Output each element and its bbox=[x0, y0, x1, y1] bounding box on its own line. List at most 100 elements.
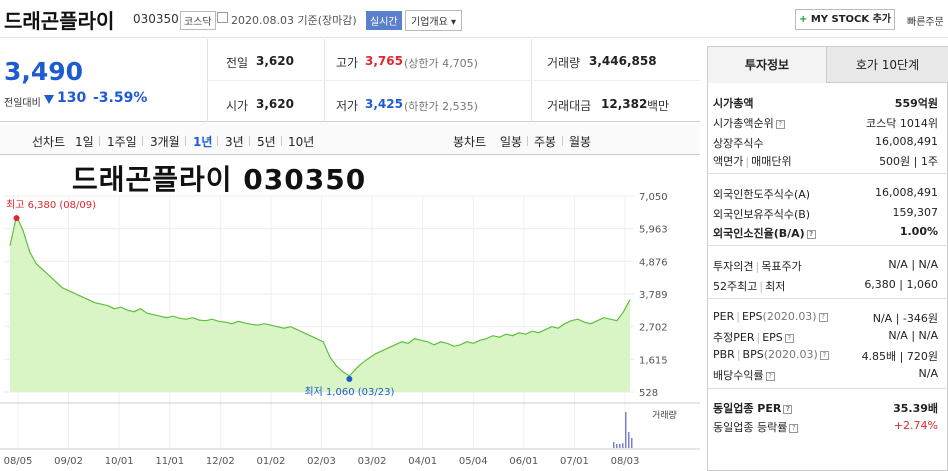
tab-daily-candle[interactable]: 일봉 bbox=[500, 135, 523, 149]
price-area bbox=[10, 216, 630, 392]
tab-10year[interactable]: 10년 bbox=[288, 135, 315, 149]
tab-5year[interactable]: 5년 bbox=[257, 135, 276, 149]
volume-bar bbox=[613, 442, 615, 448]
divider bbox=[708, 388, 948, 389]
bps-label: BPS bbox=[742, 348, 764, 361]
dividend-label: 배당수익률 bbox=[713, 369, 764, 382]
per-eps-value: N/A | -346원 bbox=[872, 312, 938, 325]
low-marker bbox=[346, 376, 353, 383]
help-icon[interactable]: ? bbox=[819, 350, 829, 360]
help-icon[interactable]: ? bbox=[775, 119, 785, 129]
help-icon[interactable]: ? bbox=[765, 371, 775, 381]
help-icon[interactable]: ? bbox=[783, 404, 793, 414]
low-label: 저가 bbox=[336, 99, 359, 113]
w52-low-label: 최저 bbox=[765, 280, 786, 293]
foreign-ratio-label: 외국인소진율(B/A) bbox=[713, 227, 805, 240]
y-tick-label: 3,789 bbox=[639, 290, 668, 301]
help-icon[interactable]: ? bbox=[789, 423, 799, 433]
x-tick-label: 12/02 bbox=[206, 456, 235, 467]
high-annotation: 최고 6,380 (08/09) bbox=[6, 199, 96, 211]
help-icon[interactable]: ? bbox=[784, 333, 794, 343]
sector-per-value: 35.39배 bbox=[893, 402, 938, 415]
change-label: 전일대비 bbox=[4, 98, 41, 109]
divider bbox=[281, 136, 282, 146]
x-tick-label: 08/05 bbox=[4, 456, 33, 467]
tab-3month[interactable]: 3개월 bbox=[150, 135, 180, 149]
y-tick-label: 1,615 bbox=[639, 355, 668, 366]
help-icon[interactable]: ? bbox=[818, 312, 828, 322]
period-tab-bar bbox=[0, 123, 700, 155]
y-tick-label: 4,876 bbox=[639, 257, 668, 268]
high-value: 3,765 bbox=[365, 54, 403, 68]
stock-header bbox=[0, 0, 948, 38]
base-date: 2020.08.03 기준(장마감) bbox=[231, 14, 357, 27]
dividend-value: N/A bbox=[918, 367, 938, 380]
add-mystock-button[interactable]: + MY STOCK 추가 bbox=[795, 9, 895, 30]
eps-label: EPS bbox=[741, 310, 763, 323]
divider bbox=[562, 136, 563, 146]
x-tick-label: 09/02 bbox=[54, 456, 83, 467]
realtime-button[interactable]: 실시간 bbox=[366, 11, 402, 30]
high-marker bbox=[13, 215, 20, 222]
est-per-label: 추정PER bbox=[713, 331, 755, 344]
eps-year: (2020.03) bbox=[762, 310, 817, 323]
open-label: 시가 bbox=[226, 99, 249, 113]
down-arrow-icon bbox=[44, 95, 54, 104]
tab-3year[interactable]: 3년 bbox=[225, 135, 244, 149]
w52-high-label: 52주최고 bbox=[713, 280, 758, 293]
par-unit-value: 500원 | 1주 bbox=[879, 155, 938, 168]
stock-code: 030350 bbox=[133, 12, 179, 26]
volume-bar bbox=[631, 438, 633, 448]
tab-monthly-candle[interactable]: 월봉 bbox=[569, 135, 592, 149]
upper-limit: (상한가 4,705) bbox=[404, 57, 478, 70]
tab-invest-info[interactable]: 투자정보 bbox=[708, 47, 827, 83]
mcap-value: 559억원 bbox=[894, 97, 938, 110]
y-tick-label: 7,050 bbox=[639, 192, 668, 203]
quick-order-link[interactable]: 빠른주문 bbox=[907, 17, 944, 28]
x-tick-label: 07/01 bbox=[560, 456, 589, 467]
y-tick-label: 2,702 bbox=[639, 323, 668, 334]
y-tick-label: 528 bbox=[639, 388, 658, 399]
unit-label: 매매단위 bbox=[751, 155, 792, 168]
volume-value: 3,446,858 bbox=[589, 54, 657, 68]
amount-unit: 백만 bbox=[647, 99, 670, 113]
price-line bbox=[9, 214, 631, 377]
lower-limit: (하한가 2,535) bbox=[404, 100, 478, 113]
sector-rate-value: +2.74% bbox=[893, 419, 938, 432]
tab-weekly-candle[interactable]: 주봉 bbox=[534, 135, 557, 149]
divider bbox=[708, 245, 948, 246]
per-label: PER bbox=[713, 310, 735, 323]
divider bbox=[99, 136, 100, 146]
volume-label: 거래량 bbox=[547, 56, 581, 70]
divider bbox=[708, 298, 948, 299]
x-tick-label: 06/01 bbox=[509, 456, 538, 467]
y-axis: 7,050 5,963 4,876 3,789 2,702 1,615 528 bbox=[639, 192, 668, 399]
x-axis: 08/05 09/02 10/01 11/01 12/02 01/02 02/03 03/02… bbox=[0, 402, 700, 467]
shares-label: 상장주식수 bbox=[713, 137, 764, 150]
foreign-limit-label: 외국인한도주식수(A) bbox=[713, 188, 811, 201]
tab-1year[interactable]: 1년 bbox=[193, 135, 213, 149]
volume-bar bbox=[622, 443, 624, 448]
volume-bar bbox=[628, 432, 630, 448]
volume-bar bbox=[619, 444, 621, 448]
x-tick-label: 03/02 bbox=[358, 456, 387, 467]
high-label: 고가 bbox=[336, 56, 359, 70]
amount-label: 거래대금 bbox=[547, 99, 592, 113]
tab-1day[interactable]: 1일 bbox=[75, 135, 94, 149]
tab-1week[interactable]: 1주일 bbox=[107, 135, 137, 149]
x-tick-label: 02/03 bbox=[307, 456, 336, 467]
market-badge: 코스닥 bbox=[180, 11, 216, 30]
pbr-label: PBR bbox=[713, 348, 735, 361]
divider bbox=[142, 136, 143, 146]
change-value: 130 bbox=[57, 90, 87, 106]
divider bbox=[207, 80, 700, 81]
help-icon[interactable]: ? bbox=[806, 229, 816, 239]
chart-title: 드래곤플라이 030350 bbox=[72, 163, 367, 196]
company-info-dropdown[interactable]: 기업개요 ▾ bbox=[405, 10, 462, 31]
w52-value: 6,380 | 1,060 bbox=[864, 278, 938, 291]
candle-chart-label: 봉차트 bbox=[453, 135, 487, 149]
tab-ask-10[interactable]: 호가 10단계 bbox=[827, 47, 948, 83]
divider bbox=[185, 136, 186, 146]
divider bbox=[217, 136, 218, 146]
